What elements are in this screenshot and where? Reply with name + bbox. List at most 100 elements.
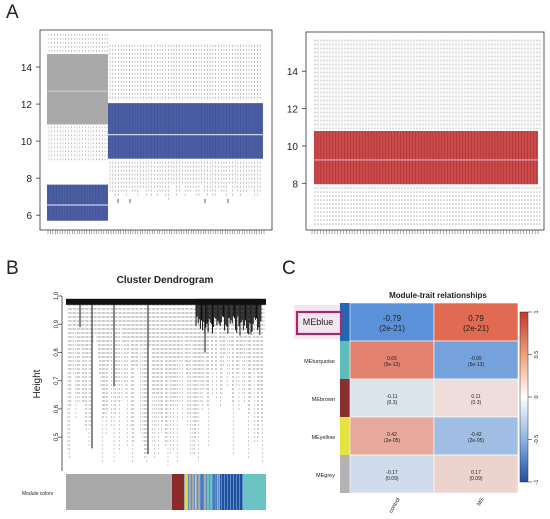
module-color-segment — [191, 474, 192, 510]
y-tick-label: 0.5 — [54, 432, 60, 441]
module-color-swatch — [340, 379, 350, 417]
cell-pvalue: (0.09) — [469, 476, 482, 482]
colorbar — [519, 311, 529, 483]
column-label: control — [388, 497, 401, 514]
colorbar-tick-label: 0.5 — [534, 351, 540, 359]
row-label: MEyellow — [311, 435, 335, 441]
colorbar-tick-label: -0.5 — [534, 435, 540, 444]
row-label: MEbrown — [312, 397, 335, 403]
module-color-segment — [230, 474, 231, 510]
module-color-segment — [194, 474, 195, 510]
panel-label-a: A — [6, 2, 19, 23]
module-color-segment — [208, 474, 213, 510]
box-gray-group — [47, 54, 108, 125]
dendrogram-branches — [66, 298, 266, 305]
row-label: MEblue — [303, 317, 334, 327]
cell-pvalue: (2e-05) — [384, 438, 400, 444]
module-color-segment — [220, 474, 227, 510]
module-color-segment — [209, 474, 210, 510]
cell-pvalue: (0.3) — [471, 400, 482, 406]
panel-label-c: C — [282, 258, 296, 279]
module-color-segment — [228, 474, 242, 510]
heatmap-cell — [349, 378, 435, 418]
module-color-segment — [218, 474, 219, 510]
cell-pvalue: (0.3) — [387, 400, 398, 406]
y-tick-label: 12 — [21, 100, 33, 111]
module-color-swatch — [340, 341, 350, 379]
row-label: MEgrey — [316, 473, 335, 479]
module-color-segment — [227, 474, 228, 510]
heatmap-cell — [349, 454, 435, 494]
module-color-segment — [203, 474, 204, 510]
cell-pvalue: (2e-05) — [468, 438, 484, 444]
box-blue-group-low — [47, 184, 108, 221]
module-color-segment — [188, 474, 189, 510]
plot-frame — [39, 29, 273, 231]
colorbar-tick-label: 1 — [534, 310, 540, 313]
y-tick-label: 0.6 — [54, 404, 60, 413]
module-color-segment — [242, 474, 243, 510]
y-tick-label: 10 — [21, 137, 33, 148]
colorbar-tick-label: -1 — [534, 480, 540, 485]
plot-frame — [305, 31, 545, 231]
boxplot-panel-a-left: 6 8 10 12 14 — [21, 29, 273, 234]
heatmap-cell — [433, 340, 519, 380]
module-color-segment — [200, 474, 201, 510]
heatmap-cell — [349, 416, 435, 456]
boxplot-panel-a-right: 8 10 12 14 — [287, 31, 545, 234]
colorbar-tick-label: 0 — [534, 395, 540, 398]
module-color-segment — [185, 474, 188, 510]
cell-correlation: -0.79 — [383, 314, 402, 323]
module-color-segment — [215, 474, 216, 510]
chart-title: Module-trait relationships — [389, 291, 487, 300]
column-label: MS — [476, 497, 485, 507]
chart-title: Cluster Dendrogram — [117, 275, 214, 286]
y-tick-label: 8 — [292, 179, 298, 190]
dendrogram-panel-b: Cluster Dendrogram 0.5 0.6 0.7 0.8 0.9 1.0 Heig… — [22, 275, 266, 510]
module-color-segment — [197, 474, 198, 510]
cell-correlation: -0.17 — [386, 470, 398, 476]
heatmap-cell — [433, 416, 519, 456]
cell-correlation: 0.17 — [471, 470, 481, 476]
y-tick-label: 10 — [287, 142, 299, 153]
cell-correlation: 0.65 — [387, 356, 397, 362]
y-tick-label: 1.0 — [54, 291, 60, 300]
highlight-box — [295, 310, 343, 336]
module-color-swatch — [340, 455, 350, 493]
y-tick-label: 0.9 — [54, 319, 60, 328]
module-color-segment — [236, 474, 237, 510]
heatmap-cell — [349, 340, 435, 380]
cell-pvalue: (2e-21) — [463, 324, 489, 333]
module-color-segment — [212, 474, 213, 510]
y-axis-label: Height — [32, 369, 43, 398]
cell-correlation: -0.65 — [470, 356, 482, 362]
cell-pvalue: (2e-21) — [379, 324, 405, 333]
cell-correlation: -0.11 — [386, 394, 397, 400]
cell-pvalue: (5e-13) — [468, 362, 484, 368]
heatmap-cell — [433, 302, 519, 342]
box-blue-group-high — [108, 103, 263, 159]
y-tick-label: 0.7 — [54, 376, 60, 385]
module-color-segment — [224, 474, 225, 510]
module-color-segment — [176, 474, 184, 510]
module-color-segment — [233, 474, 234, 510]
module-color-segment — [200, 474, 204, 510]
cell-correlation: -0.42 — [470, 432, 482, 438]
cell-pvalue: (0.09) — [385, 476, 398, 482]
module-color-segment — [221, 474, 222, 510]
cell-correlation: 0.79 — [468, 314, 484, 323]
module-color-swatch — [340, 417, 350, 455]
y-tick-label: 0.8 — [54, 348, 60, 357]
module-color-segment — [239, 474, 240, 510]
y-tick-label: 14 — [21, 63, 33, 74]
module-color-swatch — [340, 303, 350, 341]
module-colors-label: Module colors — [22, 491, 54, 497]
cell-correlation: 0.42 — [387, 432, 397, 438]
module-color-segment — [244, 474, 266, 510]
module-color-segment — [206, 474, 207, 510]
cell-pvalue: (5e-13) — [384, 362, 400, 368]
heatmap-cell — [433, 454, 519, 494]
panel-label-b: B — [6, 258, 19, 279]
